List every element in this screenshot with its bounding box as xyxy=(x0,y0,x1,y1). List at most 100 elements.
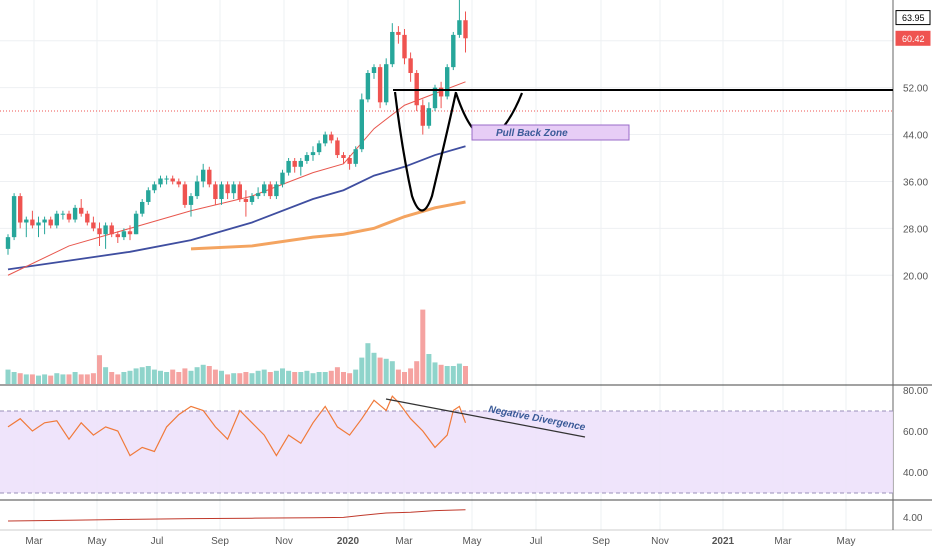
volume-bar xyxy=(60,374,66,384)
rsi-tick-label: 80.00 xyxy=(903,386,928,397)
price-tick-label: 44.00 xyxy=(903,131,928,142)
candle-body xyxy=(152,184,157,191)
volume-bar xyxy=(273,370,279,384)
volume-bar xyxy=(5,369,11,384)
volume-bar xyxy=(463,366,468,384)
volume-bar xyxy=(328,370,334,384)
volume-bar xyxy=(316,372,322,384)
price-tick-label: 52.00 xyxy=(903,84,928,95)
volume-bar xyxy=(304,370,310,384)
candle-body xyxy=(304,155,310,161)
candle-body xyxy=(170,178,175,182)
price-tick-label: 36.00 xyxy=(903,177,928,188)
time-tick-label: Sep xyxy=(211,536,229,547)
candle-body xyxy=(219,184,224,200)
candle-body xyxy=(402,34,407,59)
candle-body xyxy=(24,219,29,223)
candle-body xyxy=(451,34,456,68)
volume-bar xyxy=(225,374,231,384)
candle-body xyxy=(359,99,364,150)
volume-bar xyxy=(133,368,139,384)
candle-body xyxy=(243,199,249,202)
volume-bar xyxy=(261,369,267,384)
volume-bar xyxy=(48,375,54,384)
candle-body xyxy=(445,67,450,97)
divergence-line[interactable] xyxy=(385,398,586,438)
candle-body xyxy=(72,207,78,220)
candle-body xyxy=(18,196,23,223)
volume-bar xyxy=(42,374,48,384)
volume-bar xyxy=(377,357,383,384)
candle-body xyxy=(426,108,432,126)
ma-long-line xyxy=(190,200,466,251)
volume-bar xyxy=(206,366,212,384)
volume-bar xyxy=(426,354,432,384)
volume-bar xyxy=(170,369,176,384)
candle-body xyxy=(60,213,66,215)
volume-bar xyxy=(127,370,133,384)
candle-body xyxy=(438,87,444,97)
rsi-tick-label: 60.00 xyxy=(903,427,928,438)
candle-body xyxy=(292,160,297,167)
candle-body xyxy=(176,181,181,185)
candle-body xyxy=(66,213,72,220)
volume-bars xyxy=(5,309,468,384)
time-tick-label: Mar xyxy=(774,536,792,547)
price-tag-label: 60.42 xyxy=(902,34,925,44)
candle-body xyxy=(335,140,340,156)
candle-body xyxy=(5,237,11,249)
volume-bar xyxy=(103,367,109,384)
rsi-band xyxy=(0,411,893,493)
volume-bar xyxy=(383,358,389,384)
pullback-zone-box[interactable] xyxy=(471,124,630,141)
ma-mid-line xyxy=(7,145,466,271)
candle-body xyxy=(11,196,17,238)
volume-bar xyxy=(151,369,157,384)
volume-bar xyxy=(182,368,188,384)
rsi-line xyxy=(7,395,467,457)
volume-bar xyxy=(231,373,237,384)
candle-body xyxy=(329,134,334,141)
volume-bar xyxy=(188,370,194,384)
volume-bar xyxy=(395,369,401,384)
pullback-zone-label: Pull Back Zone xyxy=(496,128,568,139)
volume-bar xyxy=(402,372,407,384)
volume-bar xyxy=(444,366,450,384)
volume-bar xyxy=(200,364,206,384)
volume-bar xyxy=(286,370,292,384)
bottom-tick-label: 4.00 xyxy=(903,513,923,524)
candle-body xyxy=(79,207,84,214)
volume-bar xyxy=(84,374,90,384)
volume-bar xyxy=(176,372,182,384)
candle-body xyxy=(347,158,352,164)
price-tags: 63.95 60.42 xyxy=(895,10,931,46)
volume-bar xyxy=(23,374,29,384)
volume-bar xyxy=(359,357,365,384)
candle-body xyxy=(36,222,41,226)
candle-body xyxy=(30,219,35,226)
time-axis-labels: Mar May Jul Sep Nov 2020 Mar May Jul Sep Nov 2021 Ma… xyxy=(25,536,855,547)
volume-bar xyxy=(194,367,200,384)
time-tick-label: Jul xyxy=(530,536,543,547)
candle-body xyxy=(97,228,102,235)
volume-bar xyxy=(237,373,243,384)
volume-bar xyxy=(249,373,255,384)
volume-bar xyxy=(139,367,145,384)
candle-body xyxy=(109,225,114,235)
price-tag-label: 63.95 xyxy=(902,13,925,23)
volume-bar xyxy=(298,372,304,384)
cup-drawing[interactable] xyxy=(393,91,458,212)
rsi-tick-label: 40.00 xyxy=(903,468,928,479)
candle-body xyxy=(255,193,261,197)
candle-body xyxy=(85,213,90,223)
time-tick-label: Sep xyxy=(592,536,610,547)
candle-body xyxy=(48,219,53,226)
time-tick-label: Jul xyxy=(151,536,164,547)
candle-body xyxy=(408,58,413,73)
candle-body xyxy=(323,134,328,144)
candle-body xyxy=(54,213,59,226)
volume-bar xyxy=(456,363,462,384)
candle-body xyxy=(268,184,273,197)
volume-bar xyxy=(353,369,359,384)
